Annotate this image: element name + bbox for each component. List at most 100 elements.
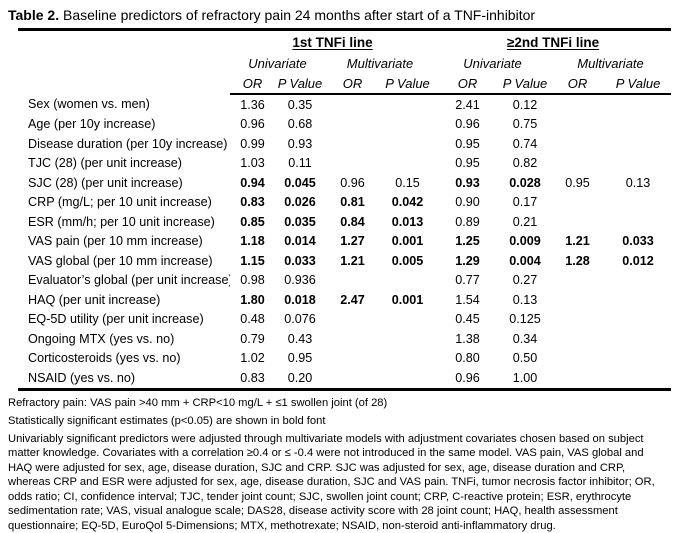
row-label: TJC (28) (per unit increase): [28, 156, 182, 171]
or-value: 0.48: [240, 312, 265, 327]
or-value: [550, 349, 605, 369]
p-value: 0.001: [391, 234, 424, 249]
or-value: 1.27: [340, 234, 365, 249]
or-value: [325, 271, 380, 291]
or-value: 1.29: [455, 253, 480, 268]
p-value: [605, 115, 671, 135]
row-label: HAQ (per unit increase): [28, 292, 161, 307]
p-value: 0.35: [287, 97, 313, 112]
p-value: 1.00: [500, 368, 551, 391]
or-value: 0.80: [455, 351, 480, 366]
model-header-row: Univariate Multivariate Univariate Multi…: [18, 54, 671, 73]
or-value: 1.15: [240, 253, 265, 268]
p-value: [605, 329, 671, 349]
table-row: Ongoing MTX (yes vs. no) 0.79 0.43 1.38 0.34: [18, 329, 671, 349]
row-label: VAS global (per 10 mm increase): [28, 253, 213, 268]
group-header-2nd-tnfi: ≥2nd TNFi line: [435, 30, 671, 55]
table-body: Sex (women vs. men) 1.36 0.35 2.41 0.12 Age (…: [18, 94, 672, 391]
table-row: Disease duration (per 10y increase) 0.99 0…: [18, 134, 671, 154]
or-value: [550, 134, 605, 154]
table-row: EQ-5D utility (per unit increase) 0.48 0.0…: [18, 310, 671, 330]
header-spacer: [18, 73, 230, 94]
or-value: 0.45: [455, 312, 480, 327]
p-value: [380, 134, 435, 154]
p-value: 0.50: [512, 351, 538, 366]
or-value: 1.18: [240, 234, 265, 249]
p-value: 0.12: [512, 97, 538, 112]
row-label: NSAID (yes vs. no): [18, 368, 230, 391]
or-value: [325, 134, 380, 154]
p-value: 0.74: [512, 136, 538, 151]
or-value: 0.96: [340, 175, 365, 190]
p-value: 0.028: [509, 175, 541, 190]
or-value: 1.54: [455, 292, 480, 307]
p-value: [605, 134, 671, 154]
row-label: Disease duration (per 10y increase): [28, 136, 228, 151]
or-value: [325, 94, 380, 115]
p-value: [380, 154, 435, 174]
p-value: 0.82: [512, 156, 538, 171]
model-header-multivariate-2: Multivariate: [577, 56, 644, 71]
p-value: 0.15: [395, 175, 420, 190]
p-value: 0.013: [391, 214, 424, 229]
table-row: HAQ (per unit increase) 1.80 0.018 2.47 0.00…: [18, 290, 671, 310]
row-label: Corticosteroids (yes vs. no): [28, 351, 181, 366]
p-value: 0.11: [288, 156, 312, 171]
or-value: [325, 329, 380, 349]
table-row: Corticosteroids (yes vs. no) 1.02 0.95 0.80…: [18, 349, 671, 369]
p-value: 0.004: [509, 253, 541, 268]
results-table: 1st TNFi line ≥2nd TNFi line Univariate …: [18, 28, 672, 391]
stat-header-or: OR: [435, 73, 501, 95]
p-value: 0.045: [284, 175, 316, 190]
or-value: 2.41: [455, 97, 480, 112]
p-value: 0.012: [622, 253, 654, 268]
p-value: [380, 310, 435, 330]
p-value: [605, 310, 671, 330]
p-value: 0.014: [284, 234, 316, 249]
p-value: [380, 271, 435, 291]
stat-header-pvalue: P Value: [275, 73, 325, 95]
or-value: [550, 94, 605, 115]
p-value: 0.076: [284, 312, 316, 327]
or-value: [550, 154, 605, 174]
p-value: [605, 349, 671, 369]
p-value: [380, 349, 435, 369]
group-header-2nd-tnfi-label: ≥2nd TNFi line: [506, 34, 600, 50]
or-value: 0.79: [240, 331, 265, 346]
or-value: 2.47: [340, 292, 365, 307]
or-value: [550, 290, 605, 310]
or-value: [325, 368, 380, 391]
or-value: [325, 310, 380, 330]
table-title-text: Baseline predictors of refractory pain 2…: [59, 7, 536, 23]
p-value: 0.035: [284, 214, 316, 229]
or-value: 0.96: [455, 117, 480, 132]
p-value: [380, 329, 435, 349]
row-label: ESR (mm/h; per 10 unit increase): [28, 214, 215, 229]
footnote-methods-abbreviations: Univariably significant predictors were …: [8, 432, 655, 533]
or-value: 1.03: [240, 156, 265, 171]
row-label: Age (per 10y increase): [28, 117, 156, 132]
table-row: Age (per 10y increase) 0.96 0.68 0.96 0.75: [18, 115, 671, 135]
table-row: NSAID (yes vs. no) 0.83 0.20 0.96 1.00: [18, 368, 672, 391]
row-label: Sex (women vs. men): [28, 97, 150, 112]
stat-header-row: OR P Value OR P Value OR P Value OR P Va…: [18, 73, 672, 95]
or-value: 0.94: [240, 175, 265, 190]
table-row: CRP (mg/L; per 10 unit increase) 0.83 0.02…: [18, 193, 671, 213]
or-value: 1.21: [340, 253, 365, 268]
or-value: 0.95: [565, 175, 590, 190]
p-value: 0.20: [275, 368, 325, 391]
or-value: 0.83: [240, 195, 265, 210]
or-value: [550, 271, 605, 291]
row-label: Ongoing MTX (yes vs. no): [28, 331, 175, 346]
or-value: 0.96: [240, 117, 265, 132]
or-value: 0.84: [340, 214, 365, 229]
or-value: 1.28: [565, 253, 590, 268]
row-label: SJC (28) (per unit increase): [28, 175, 183, 190]
table-row: ESR (mm/h; per 10 unit increase) 0.85 0.03…: [18, 212, 671, 232]
p-value: 0.34: [512, 331, 538, 346]
p-value: 0.13: [512, 292, 538, 307]
or-value: [550, 368, 606, 391]
group-header-1st-tnfi: 1st TNFi line: [230, 30, 435, 55]
or-value: 1.25: [455, 234, 480, 249]
or-value: 1.38: [455, 331, 480, 346]
